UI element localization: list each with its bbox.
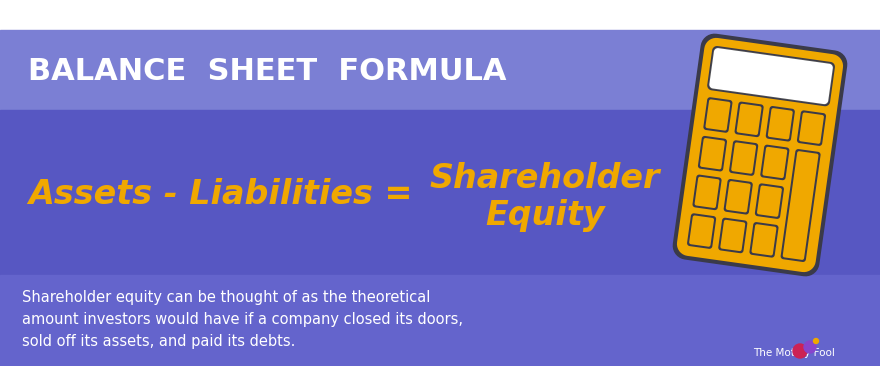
Text: The Motley Fool: The Motley Fool	[753, 348, 835, 358]
Polygon shape	[718, 218, 747, 253]
Text: sold off its assets, and paid its debts.: sold off its assets, and paid its debts.	[22, 334, 296, 349]
Polygon shape	[762, 147, 788, 178]
Polygon shape	[677, 38, 843, 272]
Polygon shape	[731, 142, 756, 174]
Polygon shape	[708, 46, 835, 106]
Polygon shape	[709, 48, 832, 104]
Polygon shape	[672, 34, 847, 276]
Polygon shape	[693, 175, 722, 210]
Bar	[0, 110, 880, 275]
Polygon shape	[709, 48, 832, 104]
Polygon shape	[706, 99, 730, 131]
Polygon shape	[735, 102, 764, 137]
Text: Assets - Liabilities =: Assets - Liabilities =	[28, 179, 413, 212]
Text: BALANCE  SHEET  FORMULA: BALANCE SHEET FORMULA	[28, 57, 507, 86]
Polygon shape	[723, 179, 752, 214]
Polygon shape	[689, 216, 714, 247]
Bar	[0, 275, 880, 366]
Polygon shape	[698, 136, 727, 171]
Polygon shape	[726, 181, 751, 212]
Circle shape	[793, 344, 807, 358]
Polygon shape	[703, 97, 732, 133]
Polygon shape	[757, 186, 781, 217]
Polygon shape	[730, 140, 759, 176]
Polygon shape	[721, 220, 745, 251]
Polygon shape	[737, 104, 761, 135]
Text: amount investors would have if a company closed its doors,: amount investors would have if a company…	[22, 312, 463, 327]
Polygon shape	[766, 106, 795, 142]
Text: Shareholder equity can be thought of as the theoretical: Shareholder equity can be thought of as …	[22, 290, 430, 305]
Polygon shape	[687, 213, 716, 249]
Circle shape	[804, 341, 816, 353]
Polygon shape	[755, 183, 784, 219]
Text: Equity: Equity	[485, 198, 605, 232]
Polygon shape	[760, 145, 789, 180]
Polygon shape	[700, 138, 725, 169]
Bar	[0, 30, 880, 110]
Polygon shape	[783, 151, 818, 260]
Bar	[0, 0, 880, 30]
Polygon shape	[799, 112, 824, 144]
Polygon shape	[768, 108, 793, 139]
Polygon shape	[750, 222, 779, 258]
Polygon shape	[694, 177, 720, 208]
Polygon shape	[752, 224, 776, 255]
Circle shape	[813, 339, 818, 344]
Text: Shareholder: Shareholder	[429, 161, 660, 194]
Polygon shape	[781, 149, 820, 262]
Polygon shape	[797, 111, 826, 146]
